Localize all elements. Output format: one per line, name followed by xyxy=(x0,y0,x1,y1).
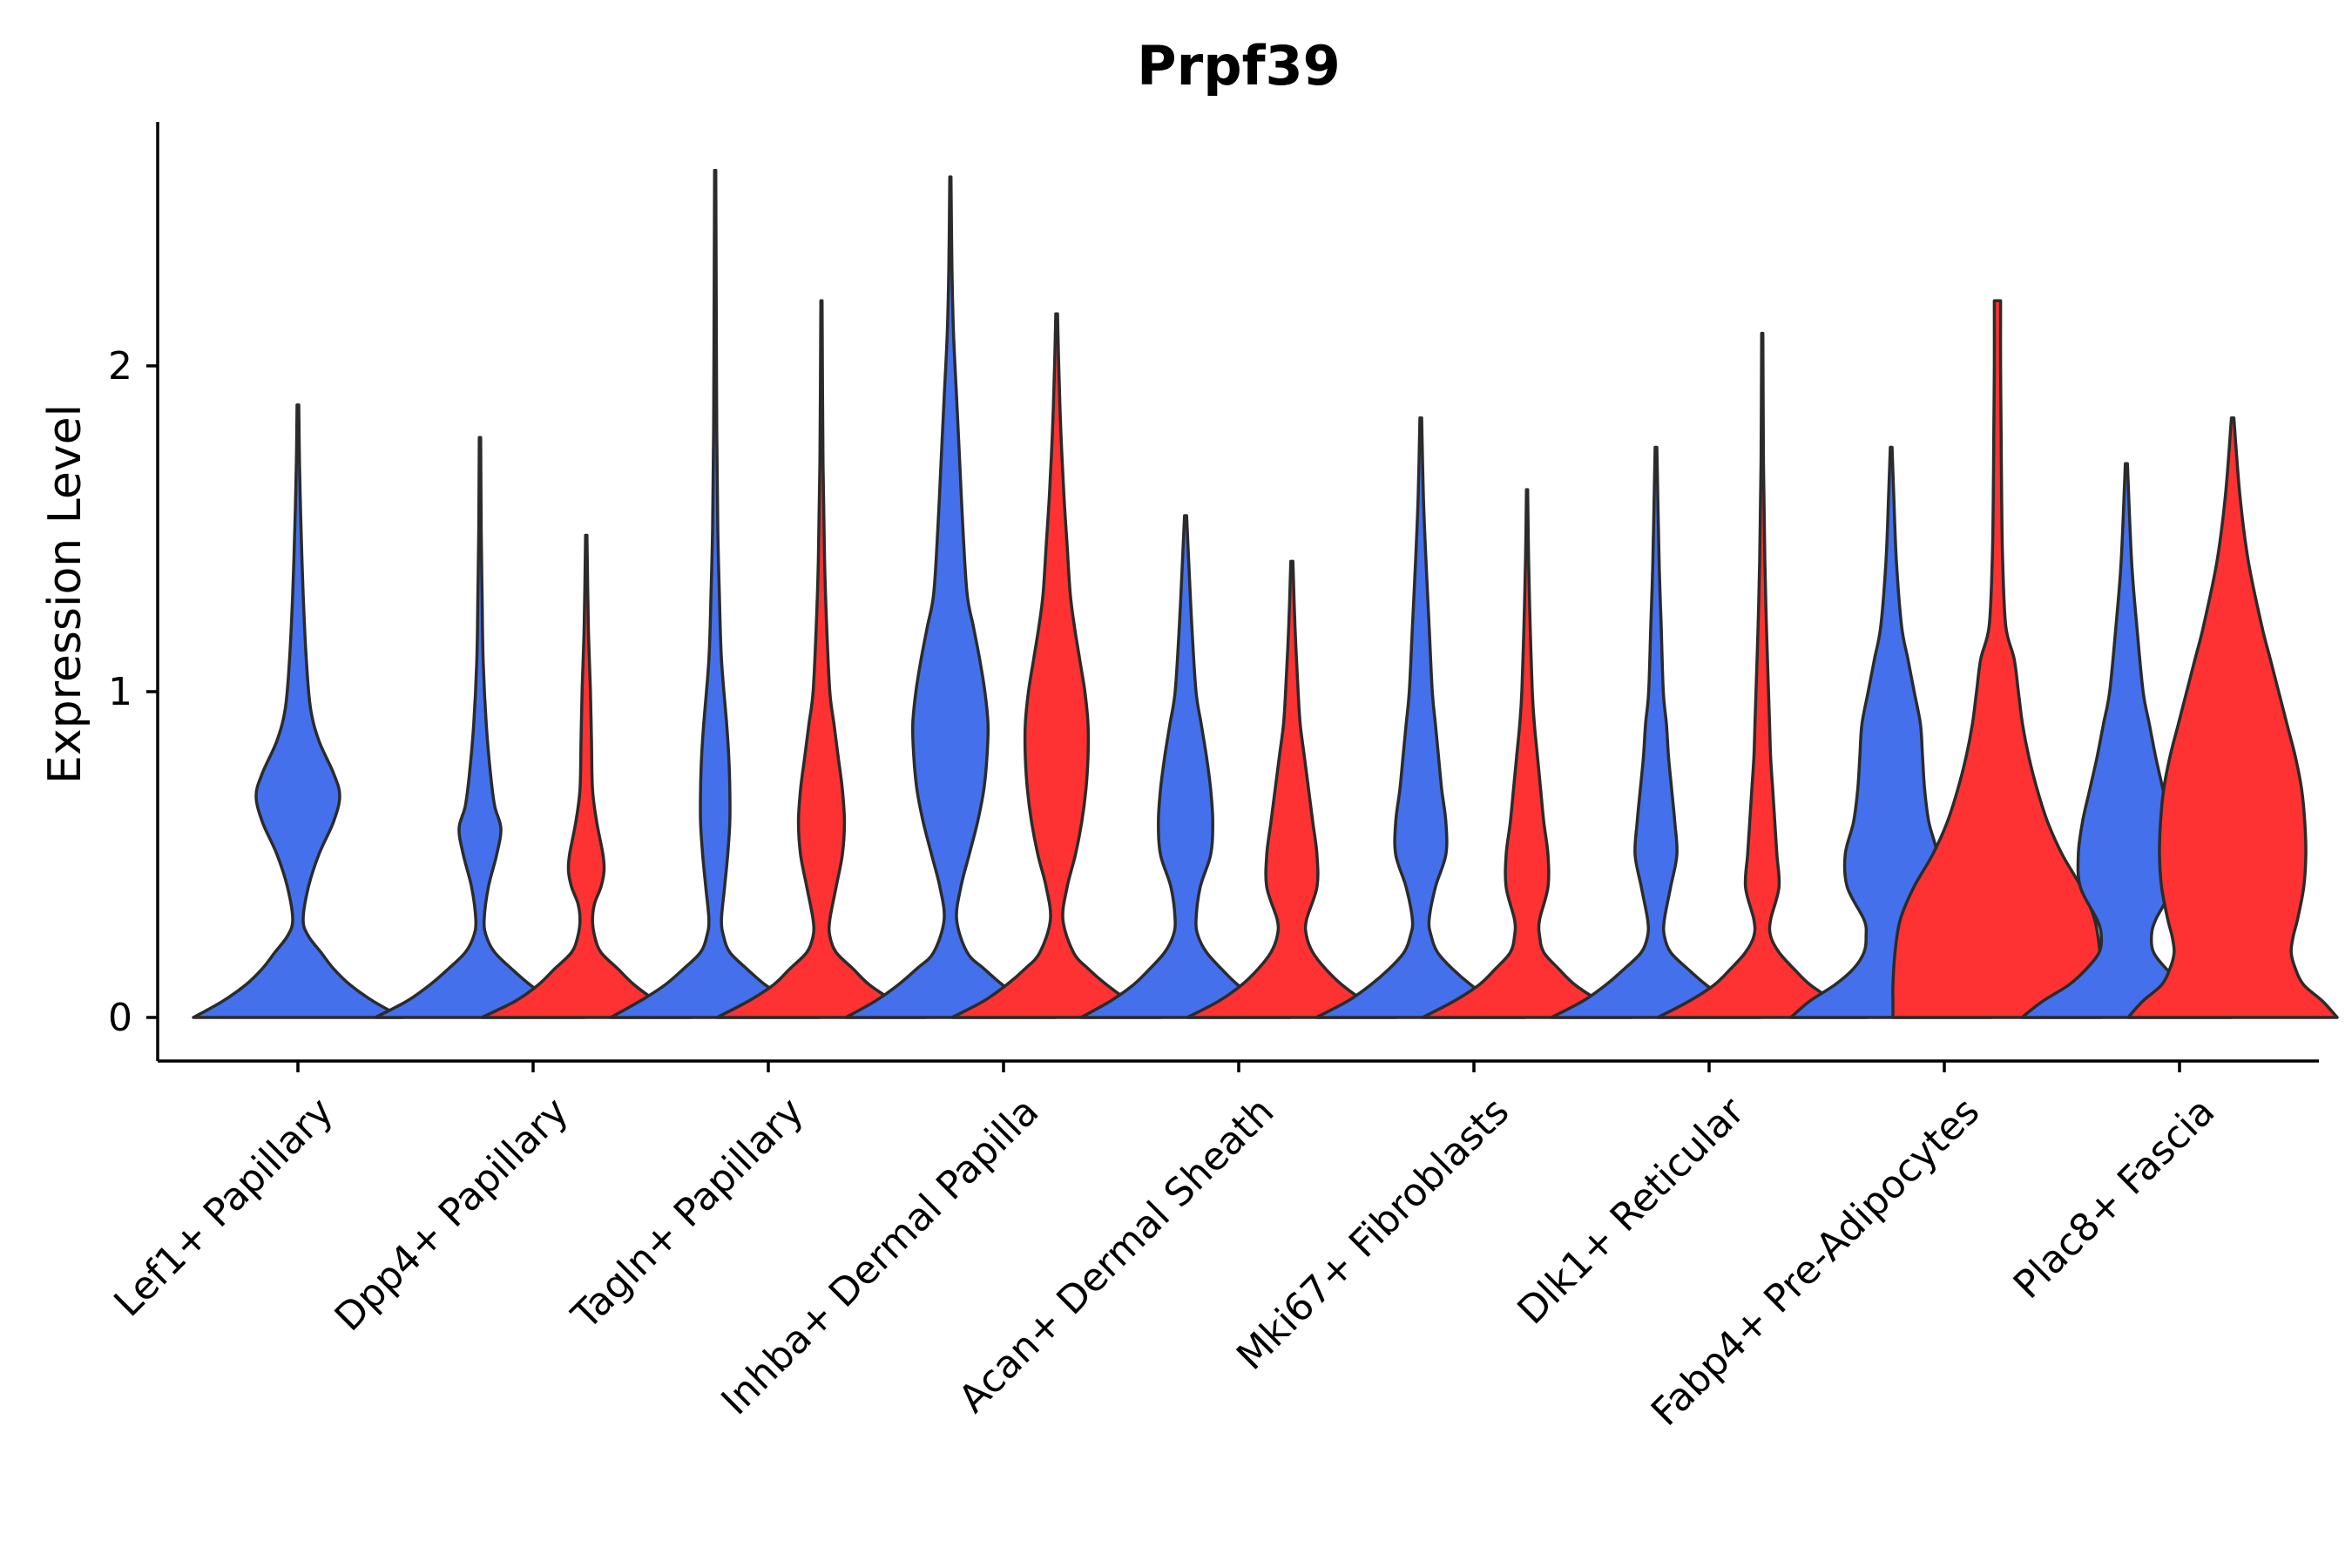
x-tick-label-dlk1-reticular: Dlk1+ Reticular xyxy=(1509,1089,1754,1334)
violin-acan-dermal-sheath-blue xyxy=(1079,514,1292,1019)
x-tick-label-mki67-fibroblasts: Mki67+ Fibroblasts xyxy=(1228,1089,1517,1378)
violin-dlk1-reticular-blue xyxy=(1550,445,1762,1019)
violin-plac8-fascia-red xyxy=(2126,416,2339,1019)
violin-lef1-papillary-blue xyxy=(192,403,404,1019)
y-axis-label: Expression Level xyxy=(39,404,91,784)
violin-fabp4-pre-adipocytes-red xyxy=(1891,299,2104,1019)
x-tick-label-plac8-fascia: Plac8+ Fascia xyxy=(2005,1089,2224,1308)
violin-acan-dermal-sheath-red xyxy=(1186,559,1398,1019)
violin-dlk1-reticular-red xyxy=(1656,331,1869,1019)
y-tick-label: 2 xyxy=(108,344,132,389)
violin-plac8-fascia-blue xyxy=(2020,462,2233,1019)
violin-mki67-fibroblasts-red xyxy=(1421,488,1633,1019)
violin-inhba-dermal-papilla-blue xyxy=(844,175,1057,1019)
x-tick-label-dpp4-papillary: Dpp4+ Papillary xyxy=(327,1089,578,1340)
y-tick-label: 1 xyxy=(108,670,132,714)
violins-layer xyxy=(192,168,2339,1019)
violin-tagln-papillary-blue xyxy=(609,168,821,1019)
violin-dpp4-papillary-blue xyxy=(374,436,586,1019)
violin-inhba-dermal-papilla-red xyxy=(950,312,1163,1019)
chart-title: Prpf39 xyxy=(1137,34,1341,98)
x-tick-label-tagln-papillary: Tagln+ Papillary xyxy=(563,1089,812,1338)
y-ticks-layer: 0 1 2 xyxy=(108,344,158,1040)
violin-tagln-papillary-red xyxy=(715,299,928,1019)
violin-dpp4-papillary-red xyxy=(480,533,693,1019)
x-tick-label-lef1-papillary: Lef1+ Papillary xyxy=(105,1089,341,1325)
y-tick-label: 0 xyxy=(108,996,132,1040)
violin-mki67-fibroblasts-blue xyxy=(1315,416,1527,1019)
